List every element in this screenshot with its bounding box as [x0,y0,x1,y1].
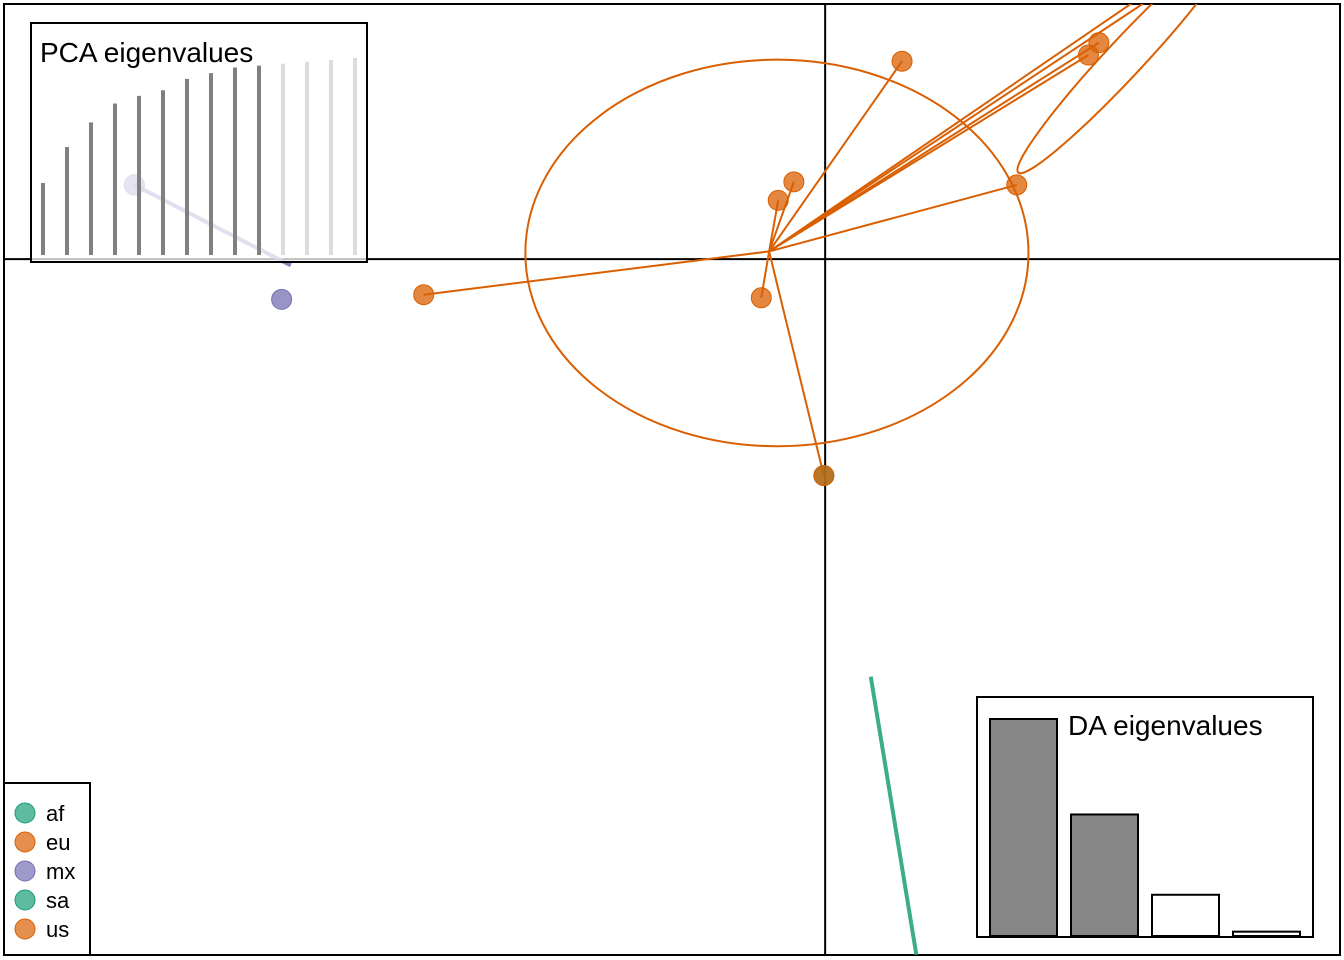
da-eigen-bar-0 [989,718,1058,937]
plot-frame [3,3,1341,956]
point-us-9 [1077,44,1099,66]
pca-eigen-title: PCA eigenvalues [40,37,253,68]
point-us-7 [1149,0,1169,3]
point-us-10 [813,465,835,487]
legend: af eu mx sa us [3,782,91,956]
legend-label-sa: sa [46,888,70,913]
spoke-us-6 [768,4,1133,253]
legend-marker-eu [14,831,36,853]
da-eigen-inset: DA eigenvalues [976,696,1314,938]
legend-label-us: us [46,917,69,942]
point-us-5 [1006,174,1028,196]
da-eigen-title: DA eigenvalues [1068,710,1263,741]
legend-marker-sa [14,889,36,911]
point-us-4 [891,50,913,72]
da-eigen-bar-2 [1151,893,1220,938]
segment-af [868,676,919,955]
spoke-us-4 [768,60,903,252]
point-us-2 [767,189,789,211]
point-us-1 [750,287,772,309]
spoke-us-5 [768,183,1018,253]
point-us-3 [783,171,805,193]
legend-marker-us [14,918,36,940]
spoke-us-9 [768,54,1089,253]
da-eigen-bar-3 [1232,930,1301,937]
legend-marker-af [14,802,36,824]
point-mx-1 [271,288,293,310]
pca-eigen-inset: PCA eigenvalues [30,22,368,263]
da-eigen-bar-1 [1070,813,1139,937]
pca-eigen-frame [30,22,368,263]
legend-label-mx: mx [46,859,75,884]
spoke-us-3 [768,181,795,252]
ellipse-secondary-us [1016,4,1234,175]
legend-marker-mx [14,860,36,882]
ellipse-us [524,58,1030,448]
spoke-us-0 [423,250,770,296]
spoke-us-10 [768,251,825,476]
legend-label-af: af [46,801,65,826]
legend-label-eu: eu [46,830,70,855]
point-us-0 [413,284,435,306]
